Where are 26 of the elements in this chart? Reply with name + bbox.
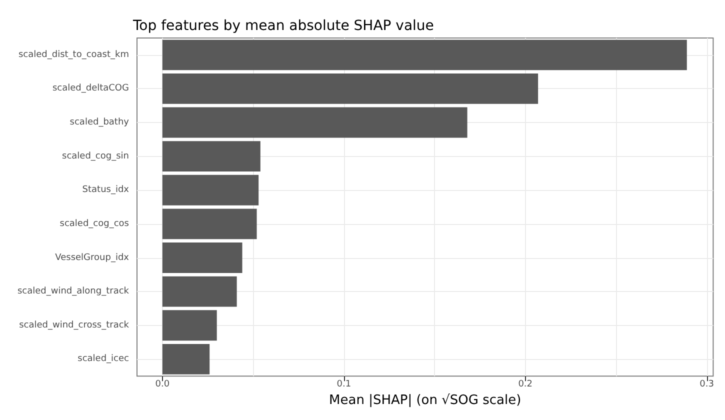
y-tick-label: VesselGroup_idx <box>55 252 130 263</box>
bar <box>162 208 257 240</box>
x-axis-title: Mean |SHAP| (on √SOG scale) <box>329 393 522 408</box>
y-tick-label: scaled_wind_along_track <box>17 286 130 297</box>
bar <box>162 344 210 374</box>
x-tick-label: 0.3 <box>700 380 714 390</box>
bar <box>162 310 217 341</box>
y-tick-label: scaled_bathy <box>70 118 130 128</box>
bar <box>162 242 242 273</box>
y-tick-label: scaled_cog_cos <box>60 218 130 229</box>
y-tick-label: Status_idx <box>82 185 130 196</box>
y-tick-label: scaled_wind_cross_track <box>19 320 130 330</box>
bar <box>162 174 259 206</box>
bar <box>162 40 687 70</box>
x-tick-label: 0.2 <box>518 380 533 390</box>
chart-title: Top features by mean absolute SHAP value <box>132 18 434 34</box>
x-tick-label: 0.0 <box>155 380 170 390</box>
y-tick-label: scaled_dist_to_coast_km <box>18 50 129 60</box>
y-tick-label: scaled_deltaCOG <box>52 84 130 94</box>
bar <box>162 107 468 138</box>
x-tick-label: 0.1 <box>336 380 352 390</box>
bar <box>162 141 260 172</box>
bar <box>162 74 538 104</box>
bar <box>162 276 237 307</box>
y-tick-label: scaled_cog_sin <box>62 151 129 162</box>
y-tick-label: scaled_icec <box>78 354 130 364</box>
